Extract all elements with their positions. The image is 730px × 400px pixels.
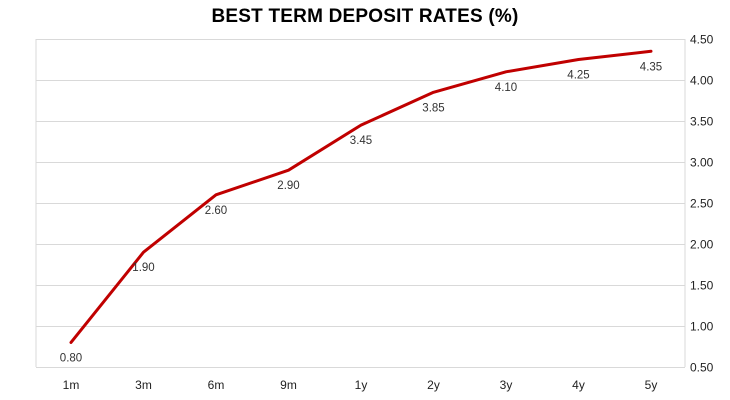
- y-tick-label: 2.00: [690, 238, 714, 252]
- data-label: 0.80: [60, 352, 82, 364]
- x-tick-label: 5y: [645, 378, 658, 392]
- data-label: 4.35: [640, 61, 662, 73]
- data-labels: 0.80 1.90 2.60 2.90 3.45 3.85 4.10 4.25 4.35: [60, 61, 662, 364]
- x-tick-label: 1y: [355, 378, 368, 392]
- data-label: 4.10: [495, 82, 517, 94]
- y-tick-label: 1.50: [690, 279, 714, 293]
- y-tick-label: 1.00: [690, 320, 714, 334]
- data-label: 1.90: [132, 262, 154, 274]
- data-label: 3.85: [422, 102, 444, 114]
- series-line-group: [69, 49, 653, 344]
- x-tick-label: 4y: [572, 378, 585, 392]
- y-tick-label: 3.50: [690, 115, 714, 129]
- data-label: 2.90: [277, 180, 299, 192]
- x-axis-ticks: 1m 3m 6m 9m 1y 2y 3y 4y 5y: [63, 378, 658, 392]
- x-tick-label: 3y: [500, 378, 513, 392]
- data-label: 4.25: [567, 70, 589, 82]
- x-tick-label: 1m: [63, 378, 80, 392]
- y-tick-label: 4.00: [690, 74, 714, 88]
- x-tick-label: 6m: [208, 378, 225, 392]
- x-tick-label: 3m: [135, 378, 152, 392]
- y-axis-ticks: 0.50 1.00 1.50 2.00 2.50 3.00 3.50 4.00 4.50: [690, 33, 714, 375]
- y-tick-label: 4.50: [690, 33, 714, 47]
- y-tick-label: 0.50: [690, 361, 714, 375]
- data-label: 3.45: [350, 135, 372, 147]
- x-tick-label: 9m: [280, 378, 297, 392]
- chart-title: BEST TERM DEPOSIT RATES (%): [211, 6, 519, 27]
- data-label: 2.60: [205, 205, 227, 217]
- y-tick-label: 2.50: [690, 197, 714, 211]
- x-tick-label: 2y: [427, 378, 440, 392]
- series-line: [69, 49, 653, 344]
- gridlines: [35, 39, 686, 368]
- y-tick-label: 3.00: [690, 156, 714, 170]
